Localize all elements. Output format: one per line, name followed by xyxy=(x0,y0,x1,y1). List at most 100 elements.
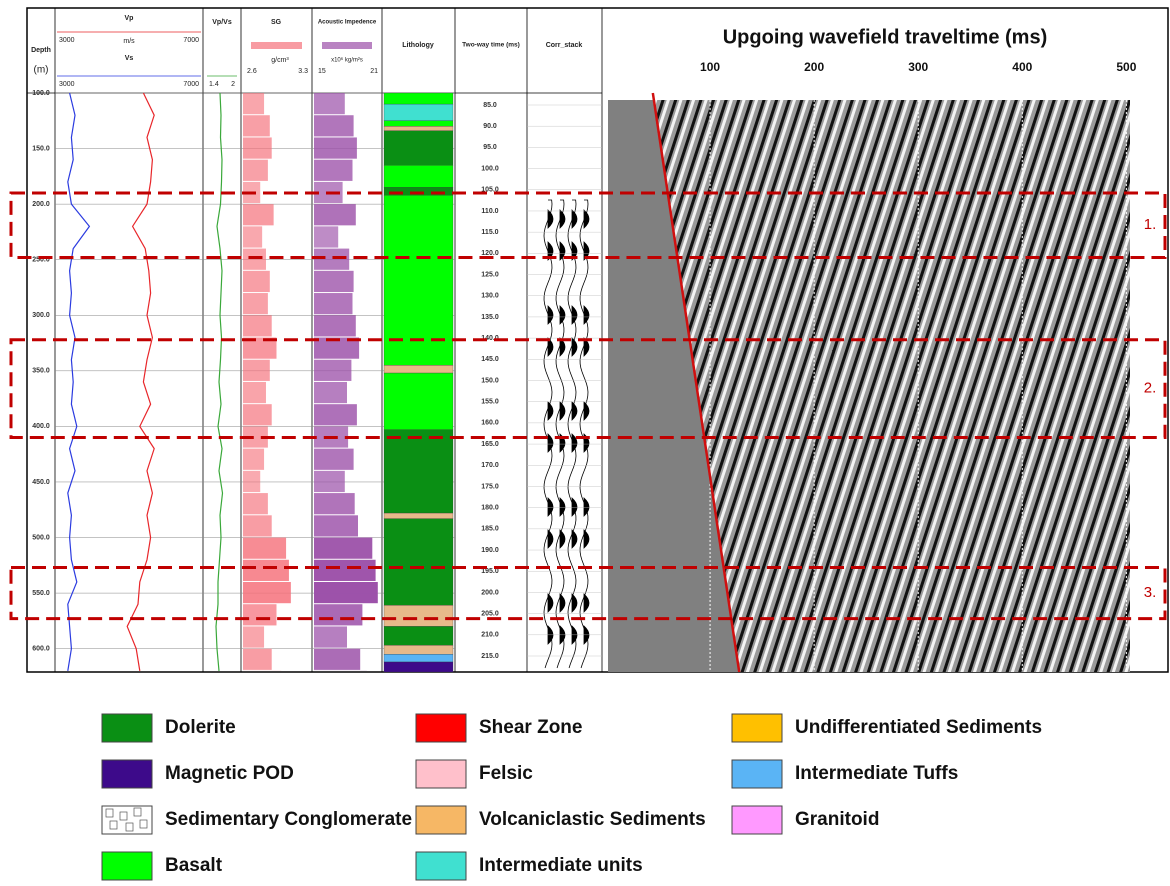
depth-unit: (m) xyxy=(34,65,49,76)
sg-bar xyxy=(243,382,266,403)
wiggle-lobe xyxy=(584,498,589,516)
vs-title: Vs xyxy=(125,55,134,62)
legend-label: Sedimentary Conglomerate xyxy=(165,809,412,830)
sg-bar xyxy=(243,204,274,225)
legend-label: Dolerite xyxy=(165,717,236,738)
ai-bar xyxy=(314,582,378,603)
wiggle-lobe xyxy=(560,306,565,324)
twt-tick-label: 130.0 xyxy=(481,293,499,300)
sg-bar xyxy=(243,449,264,470)
twt-tick-label: 95.0 xyxy=(483,144,497,151)
sg-bar xyxy=(243,538,286,559)
vpvs-max-label: 2 xyxy=(231,81,235,88)
ai-bar xyxy=(314,493,355,514)
depth-tick-label: 600.0 xyxy=(32,646,50,653)
legend-label: Intermediate units xyxy=(479,855,643,876)
lithology-interval xyxy=(384,662,453,672)
depth-tick-label: 550.0 xyxy=(32,590,50,597)
wiggle-lobe xyxy=(560,402,565,420)
sg-bar xyxy=(243,404,272,425)
wiggle-lobe xyxy=(572,306,577,324)
lithology-interval xyxy=(384,121,453,127)
wiggle-lobe xyxy=(584,306,589,324)
wiggle-lobe xyxy=(548,530,553,548)
sg-unit: g/cm³ xyxy=(271,57,289,64)
wiggle-lobe xyxy=(572,402,577,420)
twt-tick-label: 135.0 xyxy=(481,314,499,321)
sg-bar xyxy=(243,315,272,336)
wiggle-lobe xyxy=(548,594,553,612)
sg-bar xyxy=(243,115,270,136)
legend-label: Felsic xyxy=(479,763,533,784)
lithology-title: Lithology xyxy=(402,42,434,49)
lithology-interval xyxy=(384,165,453,187)
wiggle-lobe xyxy=(560,594,565,612)
twt-tick-label: 205.0 xyxy=(481,610,499,617)
lithology-interval xyxy=(384,126,453,130)
sg-bar xyxy=(243,271,270,292)
ai-bar xyxy=(314,271,354,292)
sg-bar xyxy=(243,93,264,114)
wiggle-lobe xyxy=(548,402,553,420)
legend-label: Magnetic POD xyxy=(165,763,294,784)
sg-bar xyxy=(243,560,289,581)
legend-label: Basalt xyxy=(165,855,223,876)
twt-tick-label: 195.0 xyxy=(481,568,499,575)
wiggle-lobe xyxy=(584,210,589,228)
lithology-interval xyxy=(384,513,453,519)
sg-bar xyxy=(243,249,266,270)
twt-tick-label: 115.0 xyxy=(481,229,498,236)
twt-tick-label: 215.0 xyxy=(481,653,499,660)
wiggle-lobe xyxy=(572,498,577,516)
legend-swatch xyxy=(732,714,782,742)
depth-tick-label: 150.0 xyxy=(32,145,50,152)
wiggle-lobe xyxy=(548,434,553,452)
ai-title: Acoustic Impedence xyxy=(318,20,377,26)
sg-bar xyxy=(243,626,264,647)
ai-bar xyxy=(314,204,356,225)
legend-label: Granitoid xyxy=(795,809,879,830)
ai-bar xyxy=(314,293,353,314)
sg-scale-bar xyxy=(251,42,302,49)
ai-bar xyxy=(314,515,358,536)
ai-bar xyxy=(314,404,357,425)
depth-label: Depth xyxy=(31,47,51,54)
legend-swatch xyxy=(102,714,152,742)
sg-bar xyxy=(243,649,272,670)
wiggle-lobe xyxy=(584,402,589,420)
sg-bar xyxy=(243,515,272,536)
legend-swatch xyxy=(732,760,782,788)
legend-label: Intermediate Tuffs xyxy=(795,763,958,784)
ai-min-label: 15 xyxy=(318,68,326,75)
twt-tick-label: 165.0 xyxy=(481,441,499,448)
twt-tick-label: 100.0 xyxy=(481,165,499,172)
sg-max-label: 3.3 xyxy=(298,68,308,75)
wiggle-lobe xyxy=(560,210,565,228)
ai-bar xyxy=(314,649,360,670)
lithology-interval xyxy=(384,645,453,654)
ai-scale-bar xyxy=(322,42,372,49)
corr-stack-title: Corr_stack xyxy=(546,42,583,49)
depth-tick-label: 400.0 xyxy=(32,423,50,430)
wiggle-lobe xyxy=(572,594,577,612)
twt-tick-label: 160.0 xyxy=(481,420,499,427)
ai-bar xyxy=(314,226,338,247)
lithology-interval xyxy=(384,365,453,373)
twt-tick-label: 185.0 xyxy=(481,526,499,533)
sg-bar xyxy=(243,604,277,625)
legend-swatch xyxy=(732,806,782,834)
twt-tick-label: 155.0 xyxy=(481,399,499,406)
vp-curve xyxy=(127,93,154,671)
ai-bar xyxy=(314,560,376,581)
lithology-interval xyxy=(384,654,453,662)
vp-min-label: 3000 xyxy=(59,37,75,44)
zone-label: 3. xyxy=(1144,584,1157,601)
legend-swatch xyxy=(416,806,466,834)
ai-max-label: 21 xyxy=(370,68,378,75)
ai-bar xyxy=(314,115,354,136)
twt-tick-label: 170.0 xyxy=(481,462,499,469)
wiggle-lobe xyxy=(572,338,577,356)
sg-min-label: 2.6 xyxy=(247,68,257,75)
sg-bar xyxy=(243,471,260,492)
ai-bar xyxy=(314,604,362,625)
